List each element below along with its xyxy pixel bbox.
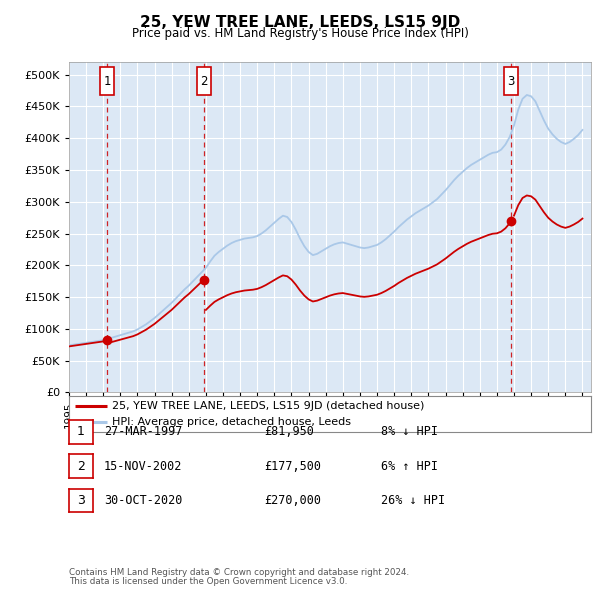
Text: 25, YEW TREE LANE, LEEDS, LS15 9JD (detached house): 25, YEW TREE LANE, LEEDS, LS15 9JD (deta…: [112, 401, 424, 411]
Text: £81,950: £81,950: [264, 425, 314, 438]
Text: 30-OCT-2020: 30-OCT-2020: [104, 494, 182, 507]
Text: Contains HM Land Registry data © Crown copyright and database right 2024.: Contains HM Land Registry data © Crown c…: [69, 568, 409, 577]
Text: 27-MAR-1997: 27-MAR-1997: [104, 425, 182, 438]
Text: 2: 2: [200, 74, 208, 87]
Text: £270,000: £270,000: [264, 494, 321, 507]
Text: 1: 1: [77, 425, 85, 438]
Text: £177,500: £177,500: [264, 460, 321, 473]
Text: 8% ↓ HPI: 8% ↓ HPI: [381, 425, 438, 438]
FancyBboxPatch shape: [197, 67, 211, 95]
Text: 6% ↑ HPI: 6% ↑ HPI: [381, 460, 438, 473]
Text: HPI: Average price, detached house, Leeds: HPI: Average price, detached house, Leed…: [112, 417, 351, 427]
FancyBboxPatch shape: [504, 67, 518, 95]
Text: 1: 1: [103, 74, 111, 87]
Text: 3: 3: [77, 494, 85, 507]
Text: Price paid vs. HM Land Registry's House Price Index (HPI): Price paid vs. HM Land Registry's House …: [131, 27, 469, 40]
Text: 26% ↓ HPI: 26% ↓ HPI: [381, 494, 445, 507]
Text: This data is licensed under the Open Government Licence v3.0.: This data is licensed under the Open Gov…: [69, 578, 347, 586]
FancyBboxPatch shape: [100, 67, 114, 95]
Text: 25, YEW TREE LANE, LEEDS, LS15 9JD: 25, YEW TREE LANE, LEEDS, LS15 9JD: [140, 15, 460, 30]
Text: 15-NOV-2002: 15-NOV-2002: [104, 460, 182, 473]
Text: 3: 3: [508, 74, 515, 87]
Text: 2: 2: [77, 460, 85, 473]
